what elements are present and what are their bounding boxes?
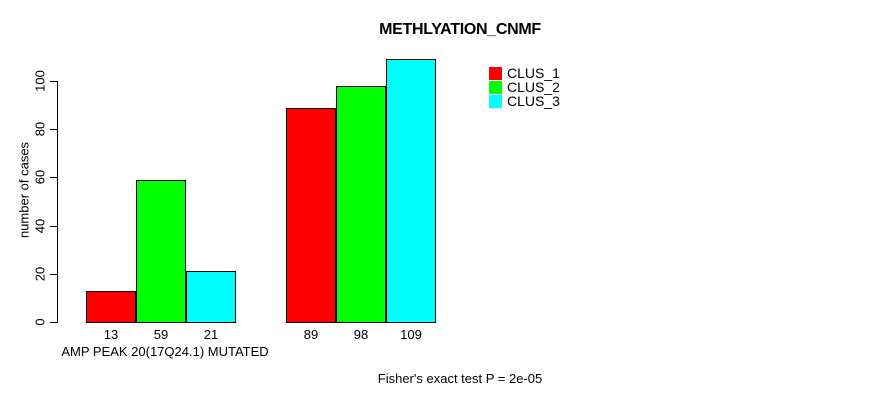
x-group-label: AMP PEAK 20(17Q24.1) MUTATED xyxy=(61,344,269,359)
y-axis-line xyxy=(57,81,58,323)
bar-value-label: 98 xyxy=(353,327,369,342)
legend-swatch-clus1 xyxy=(489,66,502,80)
bar-clus_2-group2 xyxy=(336,86,386,323)
legend-row: CLUS_2 xyxy=(489,80,560,94)
legend-label-clus2: CLUS_2 xyxy=(507,79,560,95)
bar-value-label: 59 xyxy=(153,327,169,342)
y-tick-label: 20 xyxy=(32,266,48,282)
legend-swatch-clus2 xyxy=(489,80,502,94)
y-tick xyxy=(50,322,57,323)
bar-clus_1-group2 xyxy=(286,108,336,323)
bar-clus_3-group1 xyxy=(186,271,236,323)
y-tick-label: 100 xyxy=(32,70,48,92)
legend-label-clus3: CLUS_3 xyxy=(507,93,560,109)
y-tick xyxy=(50,129,57,130)
bar-value-label: 13 xyxy=(103,327,119,342)
y-tick xyxy=(50,226,57,227)
chart-title: METHLYATION_CNMF xyxy=(379,21,541,38)
bar-clus_2-group1 xyxy=(136,180,186,323)
bar-clus_1-group1 xyxy=(86,291,136,323)
legend: CLUS_1 CLUS_2 CLUS_3 xyxy=(489,66,560,108)
y-tick xyxy=(50,177,57,178)
y-tick-label: 0 xyxy=(32,318,48,326)
legend-row: CLUS_1 xyxy=(489,66,560,80)
bar-value-label: 21 xyxy=(203,327,219,342)
bar-value-label: 109 xyxy=(400,327,422,342)
footer-annotation: Fisher's exact test P = 2e-05 xyxy=(377,371,543,386)
bar-clus_3-group2 xyxy=(386,59,436,323)
y-axis-title: number of cases xyxy=(16,141,32,239)
y-tick-label: 40 xyxy=(32,218,48,234)
y-tick xyxy=(50,274,57,275)
y-tick-label: 80 xyxy=(32,121,48,137)
bar-value-label: 89 xyxy=(303,327,319,342)
legend-label-clus1: CLUS_1 xyxy=(507,65,560,81)
y-tick-label: 60 xyxy=(32,169,48,185)
legend-swatch-clus3 xyxy=(489,94,502,108)
legend-row: CLUS_3 xyxy=(489,94,560,108)
y-tick xyxy=(50,81,57,82)
